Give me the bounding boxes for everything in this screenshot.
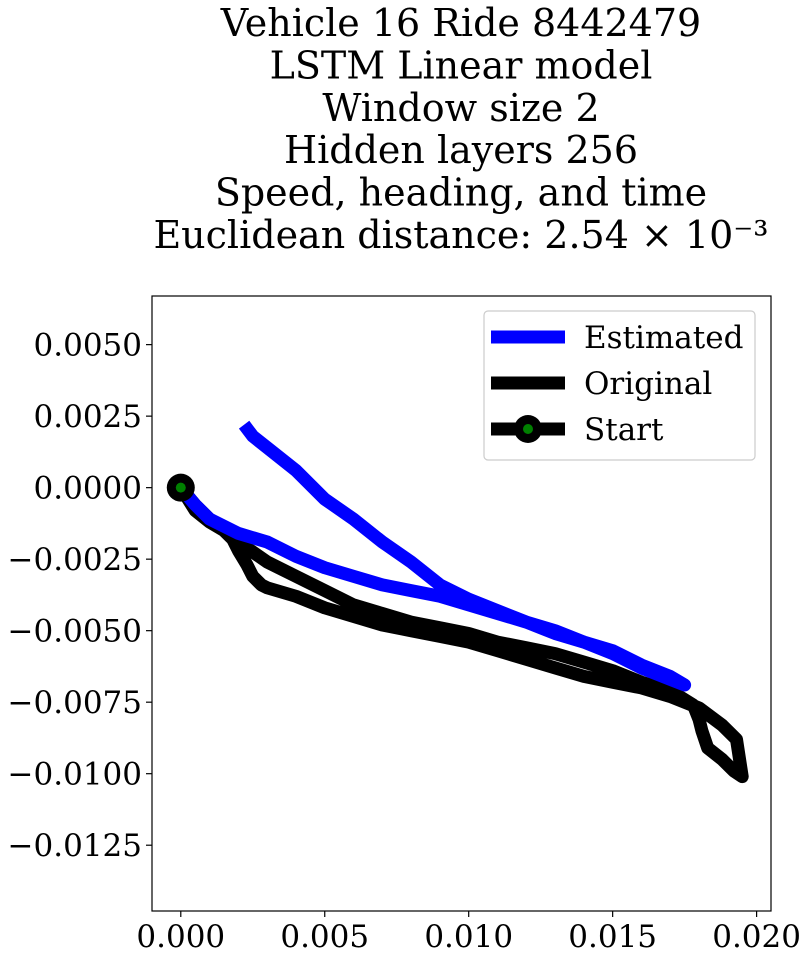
- y-tick-label: 0.0050: [34, 328, 142, 364]
- y-tick-label: 0.0000: [34, 471, 142, 507]
- title-line-4: Hidden layers 256: [284, 128, 638, 172]
- x-tick-label: 0.000: [136, 919, 225, 955]
- legend: Estimated Original Start: [483, 310, 756, 461]
- y-tick-label: −0.0100: [8, 757, 142, 793]
- legend-start-marker-center: [523, 424, 533, 434]
- y-tick-label: −0.0025: [8, 542, 142, 578]
- series-line-original: [175, 483, 749, 784]
- x-tick-label: 0.020: [712, 919, 801, 955]
- x-tick-label: 0.010: [424, 919, 513, 955]
- plot-frame: [151, 295, 772, 912]
- plot-lines: [166, 420, 749, 784]
- legend-label-start: Start: [584, 412, 664, 448]
- y-tick-label: −0.0075: [8, 685, 142, 721]
- start-marker-center: [175, 482, 186, 493]
- legend-label-original: Original: [584, 366, 712, 402]
- y-tick-label: −0.0050: [8, 614, 142, 650]
- title-line-3: Window size 2: [322, 86, 599, 130]
- x-tick-label: 0.005: [280, 919, 369, 955]
- title-line-1: Vehicle 16 Ride 8442479: [220, 1, 701, 45]
- y-tick-label: 0.0025: [34, 399, 142, 435]
- title-line-6: Euclidean distance: 2.54 × 10⁻³: [153, 213, 768, 257]
- title-line-5: Speed, heading, and time: [215, 171, 707, 215]
- axes: 0.000 0.005 0.010 0.015 0.020 0.0050 0.0025 0.0…: [8, 295, 801, 955]
- series-line-estimated: [175, 420, 692, 692]
- y-tick-label: −0.0125: [8, 828, 142, 864]
- legend-label-estimated: Estimated: [584, 320, 743, 356]
- x-tick-label: 0.015: [568, 919, 657, 955]
- title-line-2: LSTM Linear model: [270, 43, 653, 87]
